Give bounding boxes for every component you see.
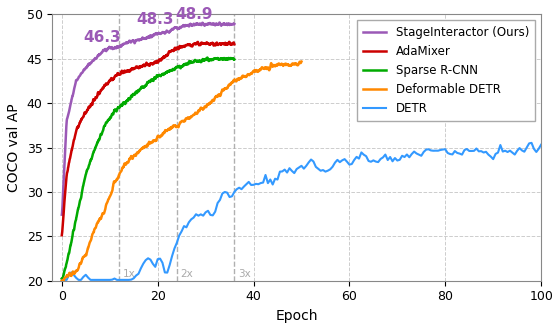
Text: 1x: 1x [123,270,136,280]
X-axis label: Epoch: Epoch [276,309,318,323]
Text: 3x: 3x [238,270,251,280]
Text: 46.3: 46.3 [84,30,122,46]
Legend: StageInteractor (Ours), AdaMixer, Sparse R-CNN, Deformable DETR, DETR: StageInteractor (Ours), AdaMixer, Sparse… [357,20,535,121]
Text: 48.3: 48.3 [137,12,174,27]
Y-axis label: COCO val AP: COCO val AP [7,103,21,192]
Text: 48.9: 48.9 [175,7,212,22]
Text: 2x: 2x [181,270,193,280]
